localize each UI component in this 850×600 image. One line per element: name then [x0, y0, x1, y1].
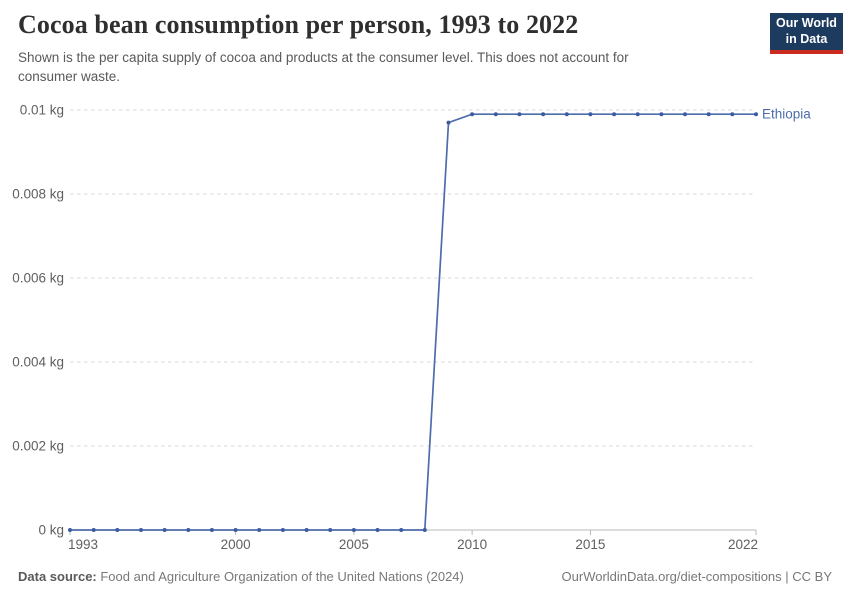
data-point — [375, 528, 380, 532]
data-point — [493, 112, 498, 117]
data-point — [541, 112, 546, 117]
chart-subtitle-line1: Shown is the per capita supply of cocoa … — [18, 50, 629, 65]
x-tick-label: 1993 — [68, 537, 98, 552]
data-point — [233, 528, 238, 532]
data-point — [162, 528, 167, 532]
data-point — [422, 528, 427, 532]
owid-logo-line2: in Data — [785, 31, 828, 46]
chart-subtitle: Shown is the per capita supply of cocoa … — [18, 49, 629, 87]
data-point — [186, 528, 191, 532]
data-point — [91, 528, 96, 532]
x-tick-label: 2022 — [728, 537, 758, 552]
data-point — [754, 112, 758, 117]
x-tick-label: 2005 — [339, 537, 369, 552]
data-point — [304, 528, 309, 532]
data-point — [517, 112, 522, 117]
x-tick-label: 2010 — [457, 537, 487, 552]
owid-url-link[interactable]: OurWorldinData.org/diet-compositions | C… — [561, 569, 832, 584]
data-point — [683, 112, 687, 117]
data-point — [635, 112, 640, 117]
data-source: Data source: Food and Agriculture Organi… — [18, 569, 464, 584]
data-point — [470, 112, 475, 117]
data-point — [115, 528, 120, 532]
chart-footer: Data source: Food and Agriculture Organi… — [18, 569, 832, 584]
series-line-ethiopia — [70, 113, 756, 531]
data-point — [351, 528, 356, 532]
data-point — [209, 528, 214, 532]
data-source-label: Data source: — [18, 569, 97, 584]
chart-subtitle-line2: consumer waste. — [18, 68, 121, 84]
data-point — [139, 528, 143, 532]
owid-logo: Our World in Data — [770, 13, 843, 54]
owid-logo-line1: Our World — [776, 16, 837, 31]
data-source-text: Food and Agriculture Organization of the… — [96, 569, 464, 584]
data-point — [328, 528, 333, 532]
data-point — [612, 112, 617, 117]
data-point — [588, 112, 593, 117]
x-tick-label: 2000 — [221, 537, 251, 552]
data-point — [257, 528, 262, 532]
y-tick-label: 0 kg — [38, 523, 64, 538]
data-point — [706, 112, 711, 117]
data-point — [730, 112, 735, 117]
data-point — [280, 528, 285, 532]
y-tick-label: 0.01 kg — [20, 103, 64, 118]
y-tick-label: 0.002 kg — [12, 439, 64, 454]
data-point — [399, 528, 404, 532]
y-tick-label: 0.006 kg — [12, 271, 64, 286]
data-point — [564, 112, 569, 117]
series-label-ethiopia[interactable]: Ethiopia — [762, 107, 811, 122]
chart-title: Cocoa bean consumption per person, 1993 … — [18, 10, 579, 39]
data-point — [659, 112, 664, 117]
y-tick-label: 0.004 kg — [12, 355, 64, 370]
y-tick-label: 0.008 kg — [12, 187, 64, 202]
data-point — [68, 528, 72, 532]
x-tick-label: 2015 — [575, 537, 605, 552]
data-point — [446, 120, 451, 125]
